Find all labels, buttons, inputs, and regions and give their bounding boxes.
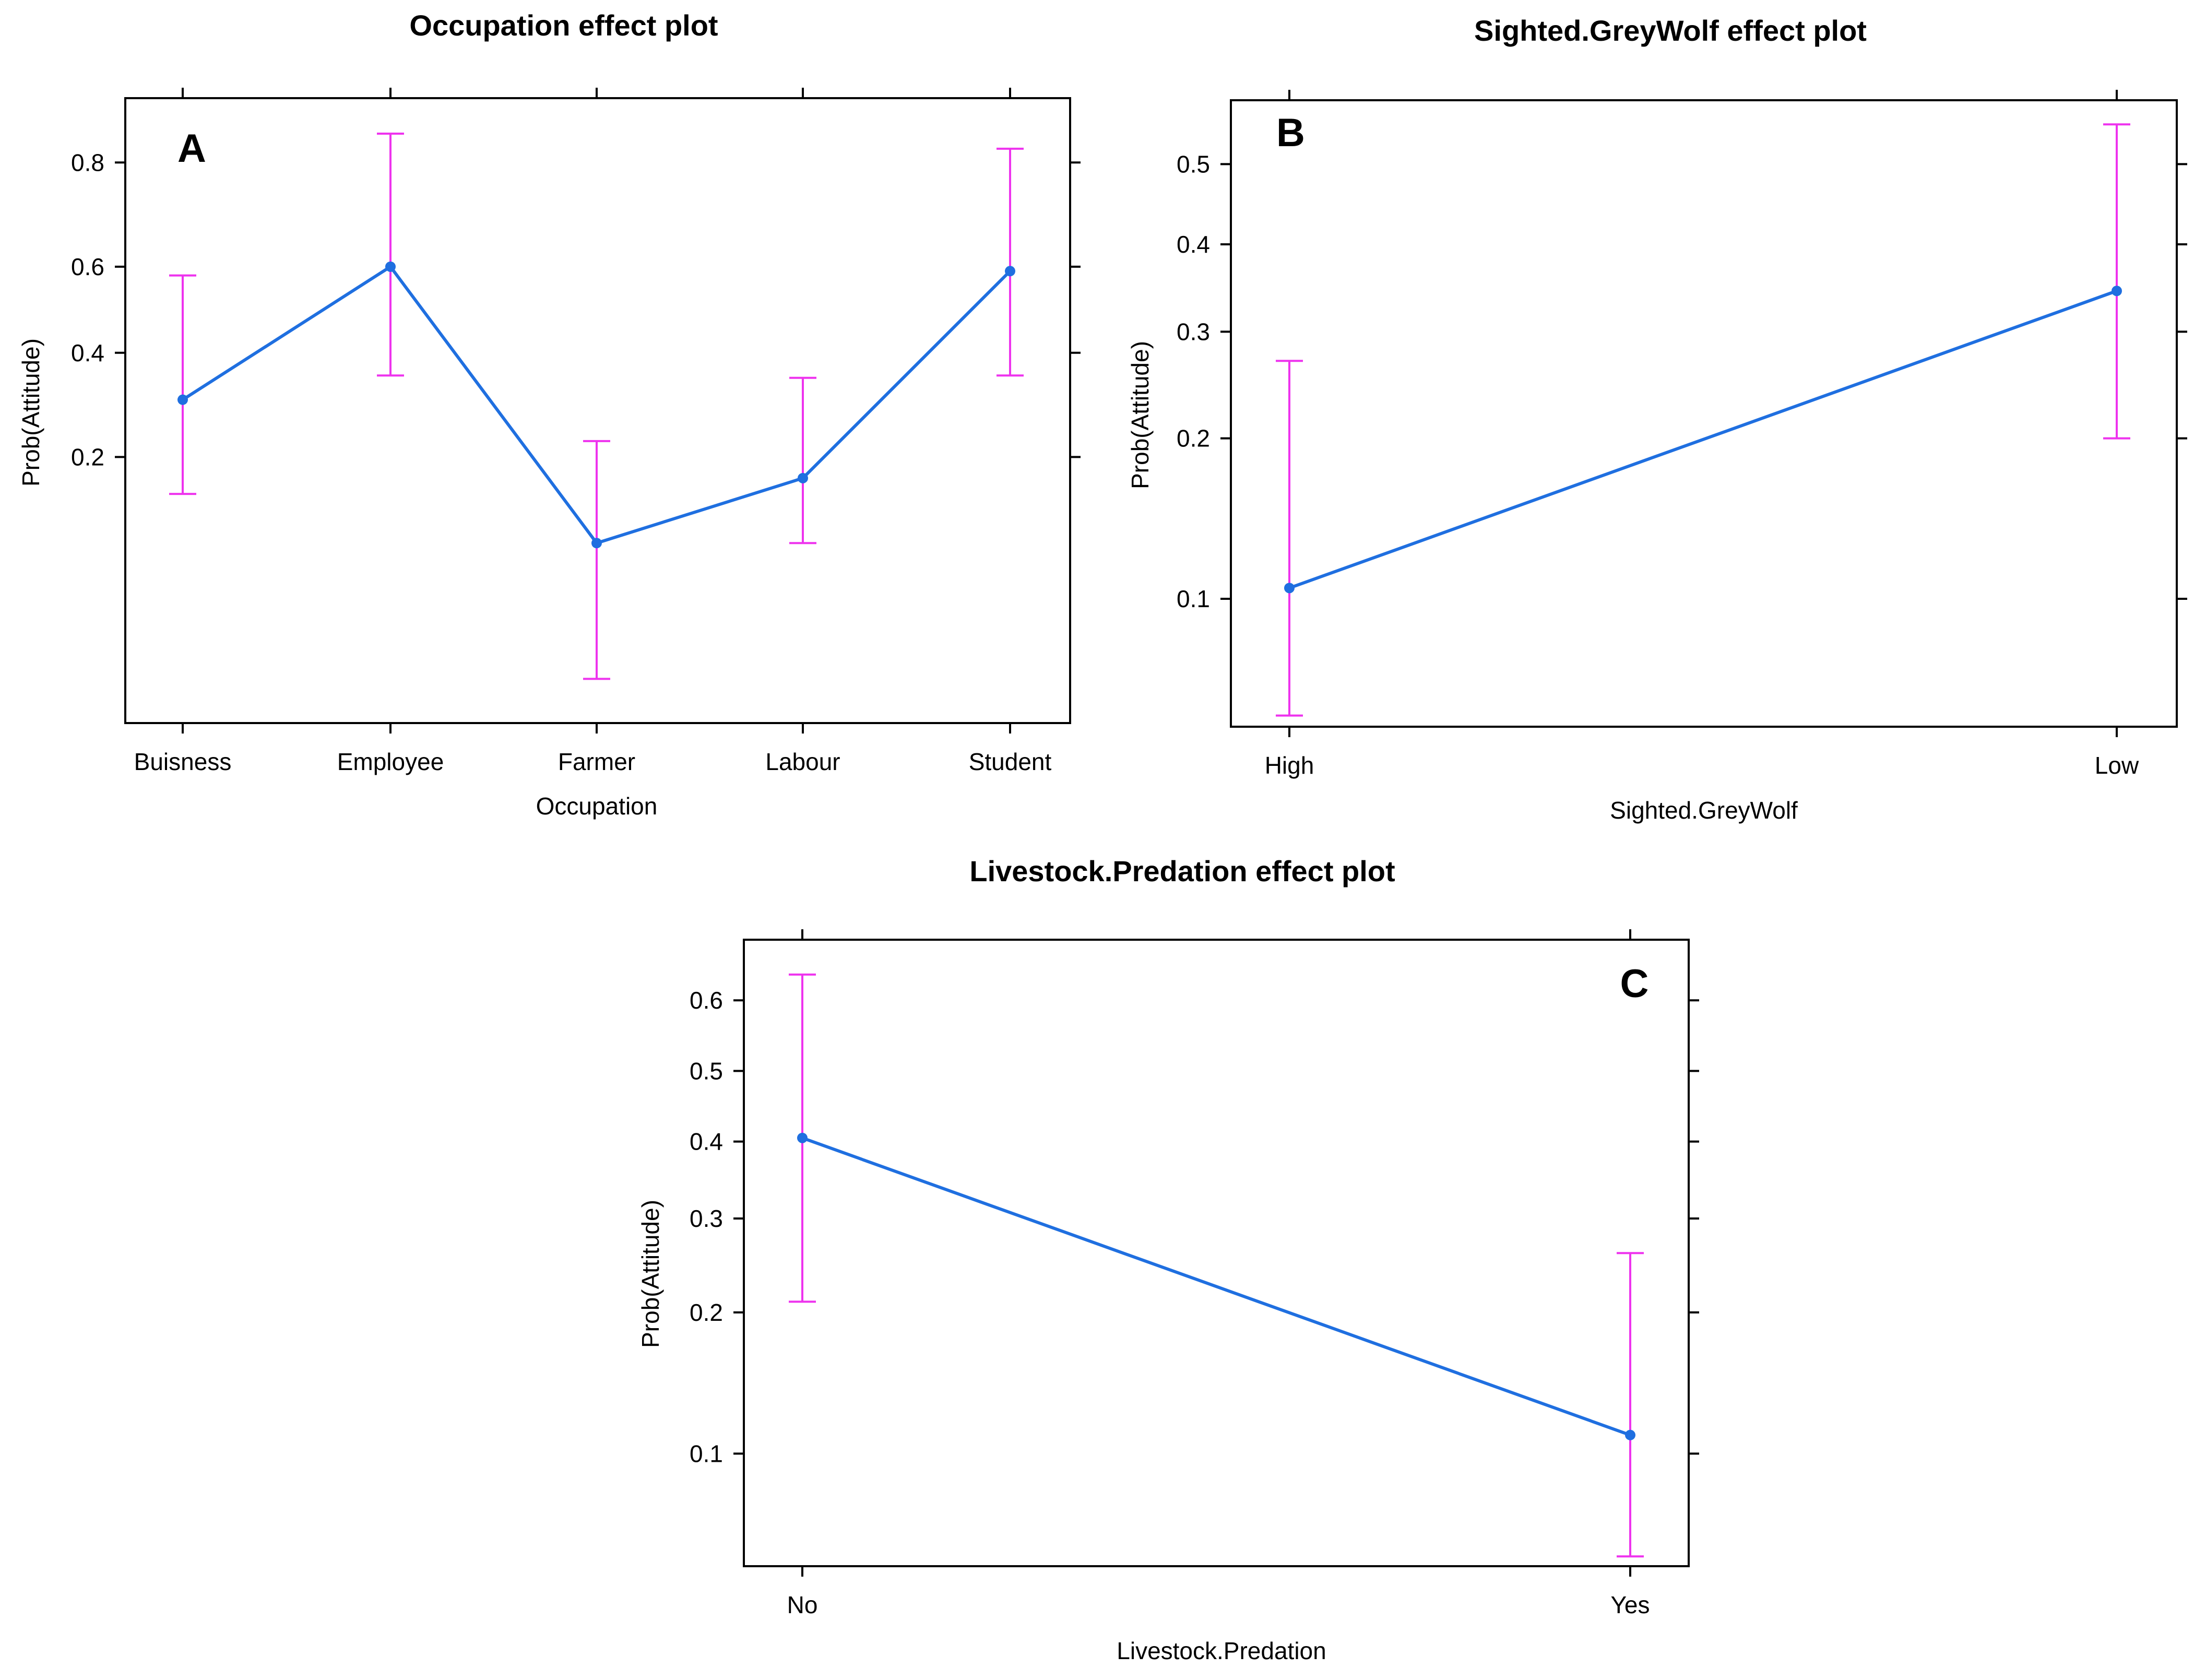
x-axis-title: Livestock.Predation (1117, 1637, 1326, 1664)
y-tick-label: 0.2 (71, 443, 104, 470)
x-tick-label: Yes (1610, 1591, 1650, 1618)
x-tick-label: Low (2095, 752, 2139, 779)
y-tick-label: 0.3 (1177, 318, 1210, 345)
y-axis-title: Prob(Attitude) (1126, 341, 1154, 489)
panel-letter: C (1620, 962, 1649, 1006)
y-axis-title: Prob(Attitude) (637, 1200, 664, 1348)
data-point (1005, 266, 1015, 277)
plot-title: Occupation effect plot (409, 9, 718, 42)
y-tick-label: 0.4 (71, 339, 104, 366)
panel-letter: B (1276, 111, 1305, 155)
effect-line (1288, 289, 2118, 590)
data-point (797, 1132, 808, 1143)
plot-title: Livestock.Predation effect plot (969, 855, 1395, 888)
x-tick-label: Student (969, 748, 1052, 775)
y-axis-title: Prob(Attitude) (17, 338, 44, 487)
y-tick-label: 0.3 (690, 1205, 723, 1232)
y-tick-label: 0.1 (690, 1440, 723, 1467)
plot-frame (1230, 99, 2178, 728)
x-tick-label: Employee (337, 748, 444, 775)
y-tick-label: 0.4 (690, 1128, 723, 1155)
data-point (177, 394, 188, 405)
data-point (798, 472, 808, 483)
occupation-effect-plot: Occupation effect plot A Occupation Prob… (17, 9, 1081, 820)
data-point (1625, 1429, 1635, 1440)
panel-letter: A (177, 126, 206, 171)
plot-frame (743, 939, 1690, 1567)
y-tick-label: 0.8 (71, 149, 104, 176)
sighted-greywolf-effect-plot: Sighted.GreyWolf effect plot B Sighted.G… (1126, 14, 2187, 824)
x-tick-label: Buisness (134, 748, 232, 775)
data-point (1284, 583, 1295, 594)
data-point (2112, 286, 2122, 297)
data-point (385, 261, 396, 272)
chart-marks: No Yes 0.1 0.2 0.3 0.4 0.5 0.6 (690, 929, 1699, 1618)
chart-marks: Buisness Employee Farmer Labour Student 0.2 0.… (71, 88, 1081, 775)
x-tick-label: Labour (765, 748, 840, 775)
y-tick-label: 0.5 (1177, 150, 1210, 178)
chart-marks: High Low 0.1 0.2 0.3 0.4 0.5 (1177, 90, 2187, 779)
y-tick-label: 0.2 (690, 1299, 723, 1326)
livestock-predation-effect-plot: Livestock.Predation effect plot C Livest… (637, 855, 1699, 1664)
y-tick-label: 0.2 (1177, 425, 1210, 452)
x-axis-title: Occupation (536, 792, 658, 820)
x-tick-label: High (1265, 752, 1314, 779)
y-tick-label: 0.1 (1177, 585, 1210, 612)
y-tick-label: 0.4 (1177, 231, 1210, 258)
x-tick-label: Farmer (558, 748, 635, 775)
y-tick-label: 0.5 (690, 1057, 723, 1084)
y-tick-label: 0.6 (690, 987, 723, 1014)
data-point (591, 538, 602, 549)
x-axis-title: Sighted.GreyWolf (1610, 797, 1798, 824)
y-tick-label: 0.6 (71, 253, 104, 280)
x-tick-label: No (787, 1591, 818, 1618)
plot-title: Sighted.GreyWolf effect plot (1474, 14, 1867, 47)
effect-line (801, 1136, 1631, 1437)
